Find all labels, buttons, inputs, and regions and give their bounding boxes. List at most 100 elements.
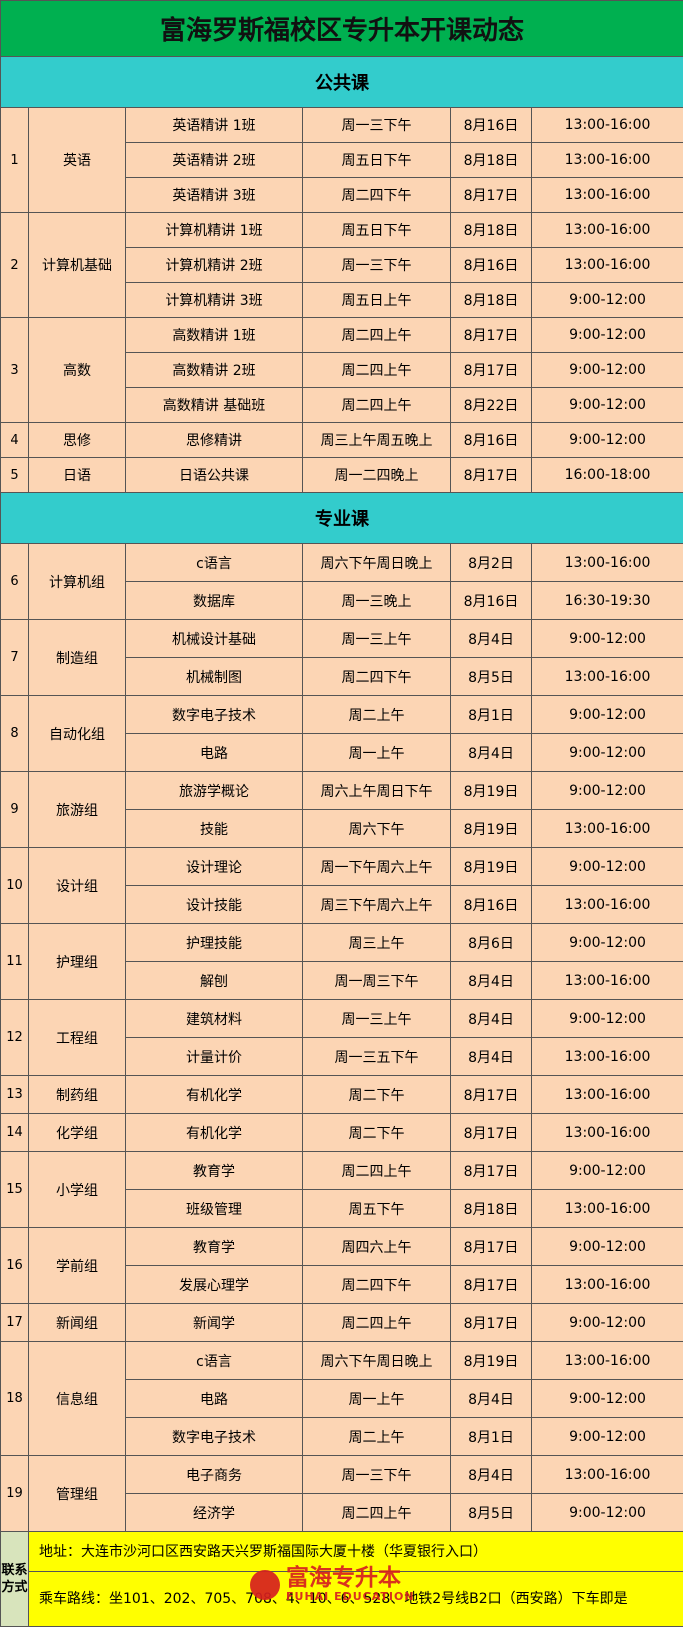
course-date: 8月16日 — [450, 422, 532, 458]
course-days: 周二四上午 — [302, 1303, 451, 1342]
course-days: 周二四上午 — [302, 1151, 451, 1190]
course-date: 8月18日 — [450, 1189, 532, 1228]
course-name: 发展心理学 — [125, 1265, 303, 1304]
course-days: 周六下午周日晚上 — [302, 543, 451, 582]
contact-address: 地址：大连市沙河口区西安路天兴罗斯福国际大厦十楼（华夏银行入口） — [27, 1531, 683, 1572]
table-row: 16 学前组 教育学 周四六上午 8月17日 9:00-12:00 — [0, 1227, 683, 1304]
course-name: 解刨 — [125, 961, 303, 1000]
course-date: 8月1日 — [450, 695, 532, 734]
course-date: 8月17日 — [450, 317, 532, 353]
course-date: 8月17日 — [450, 1113, 532, 1152]
course-date: 8月4日 — [450, 961, 532, 1000]
group-name: 工程组 — [28, 999, 126, 1076]
section-header: 公共课 — [0, 56, 683, 108]
course-name: 旅游学概论 — [125, 771, 303, 810]
course-date: 8月16日 — [450, 107, 532, 143]
course-date: 8月16日 — [450, 885, 532, 924]
course-name: 数据库 — [125, 581, 303, 620]
course-time: 13:00-16:00 — [530, 142, 683, 178]
group-name: 化学组 — [28, 1113, 126, 1152]
table-row: 数据库 周一三晚上 8月16日 16:30-19:30 — [1, 581, 683, 620]
course-name: c语言 — [125, 1341, 303, 1380]
logo-icon — [250, 1569, 280, 1600]
course-date: 8月4日 — [450, 1379, 532, 1418]
course-days: 周一三五下午 — [302, 1037, 451, 1076]
course-time: 9:00-12:00 — [530, 619, 683, 658]
group-name: 信息组 — [28, 1341, 126, 1456]
course-days: 周一二四晚上 — [302, 457, 451, 493]
group-number: 4 — [0, 422, 29, 458]
section-header: 专业课 — [0, 492, 683, 544]
course-name: 机械制图 — [125, 657, 303, 696]
course-time: 9:00-12:00 — [530, 1227, 683, 1266]
group-number: 8 — [0, 695, 29, 772]
logo: 富海专升本 FUHAI EDUCATION — [250, 1566, 415, 1603]
course-days: 周一三晚上 — [302, 581, 451, 620]
course-date: 8月18日 — [450, 282, 532, 318]
group-number: 16 — [0, 1227, 29, 1304]
course-date: 8月19日 — [450, 847, 532, 886]
group-name: 思修 — [28, 422, 126, 458]
course-days: 周六下午周日晚上 — [302, 1341, 451, 1380]
group-number: 17 — [0, 1303, 29, 1342]
course-days: 周二下午 — [302, 1075, 451, 1114]
course-date: 8月17日 — [450, 1075, 532, 1114]
course-days: 周二下午 — [302, 1113, 451, 1152]
course-time: 13:00-16:00 — [530, 1037, 683, 1076]
course-date: 8月17日 — [450, 1265, 532, 1304]
course-time: 13:00-16:00 — [530, 809, 683, 848]
course-name: 电子商务 — [125, 1455, 303, 1494]
course-name: 计量计价 — [125, 1037, 303, 1076]
course-time: 13:00-16:00 — [530, 1341, 683, 1380]
course-date: 8月17日 — [450, 352, 532, 388]
course-date: 8月4日 — [450, 1037, 532, 1076]
table-row: 19 管理组 电子商务 周一三下午 8月4日 13:00-16:00 — [0, 1455, 683, 1532]
group-number: 12 — [0, 999, 29, 1076]
course-time: 9:00-12:00 — [530, 1303, 683, 1342]
course-name: 设计理论 — [125, 847, 303, 886]
course-time: 16:30-19:30 — [530, 581, 683, 620]
course-name: 机械设计基础 — [125, 619, 303, 658]
group-name: 小学组 — [28, 1151, 126, 1228]
course-time: 13:00-16:00 — [530, 1455, 683, 1494]
table-row: 技能 周六下午 8月19日 13:00-16:00 — [1, 809, 683, 848]
table-row: 英语精讲 3班 周二四下午 8月17日 13:00-16:00 — [1, 177, 683, 213]
course-days: 周一三上午 — [302, 619, 451, 658]
course-days: 周二四上午 — [302, 1493, 451, 1532]
group-number: 13 — [0, 1075, 29, 1114]
course-time: 13:00-16:00 — [530, 961, 683, 1000]
group-name: 新闻组 — [28, 1303, 126, 1342]
table-row: 18 信息组 c语言 周六下午周日晚上 8月19日 13:00-16:00 — [0, 1341, 683, 1456]
course-date: 8月18日 — [450, 212, 532, 248]
group-number: 14 — [0, 1113, 29, 1152]
course-time: 16:00-18:00 — [530, 457, 683, 493]
course-time: 9:00-12:00 — [530, 771, 683, 810]
table-row: 解刨 周一周三下午 8月4日 13:00-16:00 — [1, 961, 683, 1000]
table-row: 14 化学组 有机化学 周二下午 8月17日 13:00-16:00 — [0, 1113, 683, 1152]
course-date: 8月4日 — [450, 619, 532, 658]
course-name: 英语精讲 1班 — [125, 107, 303, 143]
course-time: 9:00-12:00 — [530, 733, 683, 772]
table-row: 公共课 — [0, 56, 683, 108]
course-time: 13:00-16:00 — [530, 657, 683, 696]
course-date: 8月17日 — [450, 457, 532, 493]
table-row: 机械制图 周二四下午 8月5日 13:00-16:00 — [1, 657, 683, 696]
course-days: 周三下午周六上午 — [302, 885, 451, 924]
course-time: 13:00-16:00 — [530, 885, 683, 924]
course-time: 9:00-12:00 — [530, 923, 683, 962]
table-row: 计量计价 周一三五下午 8月4日 13:00-16:00 — [1, 1037, 683, 1076]
group-name: 高数 — [28, 317, 126, 423]
course-days: 周三上午 — [302, 923, 451, 962]
course-date: 8月16日 — [450, 247, 532, 283]
course-name: 高数精讲 基础班 — [125, 387, 303, 423]
table-row: 10 设计组 设计理论 周一下午周六上午 8月19日 9:00-12:00 — [0, 847, 683, 924]
course-date: 8月5日 — [450, 657, 532, 696]
course-name: 计算机精讲 3班 — [125, 282, 303, 318]
table-row: 班级管理 周五下午 8月18日 13:00-16:00 — [1, 1189, 683, 1228]
course-name: 数字电子技术 — [125, 1417, 303, 1456]
course-days: 周二四下午 — [302, 1265, 451, 1304]
course-time: 13:00-16:00 — [530, 1075, 683, 1114]
group-name: 学前组 — [28, 1227, 126, 1304]
table-row: 13 制药组 有机化学 周二下午 8月17日 13:00-16:00 — [0, 1075, 683, 1114]
